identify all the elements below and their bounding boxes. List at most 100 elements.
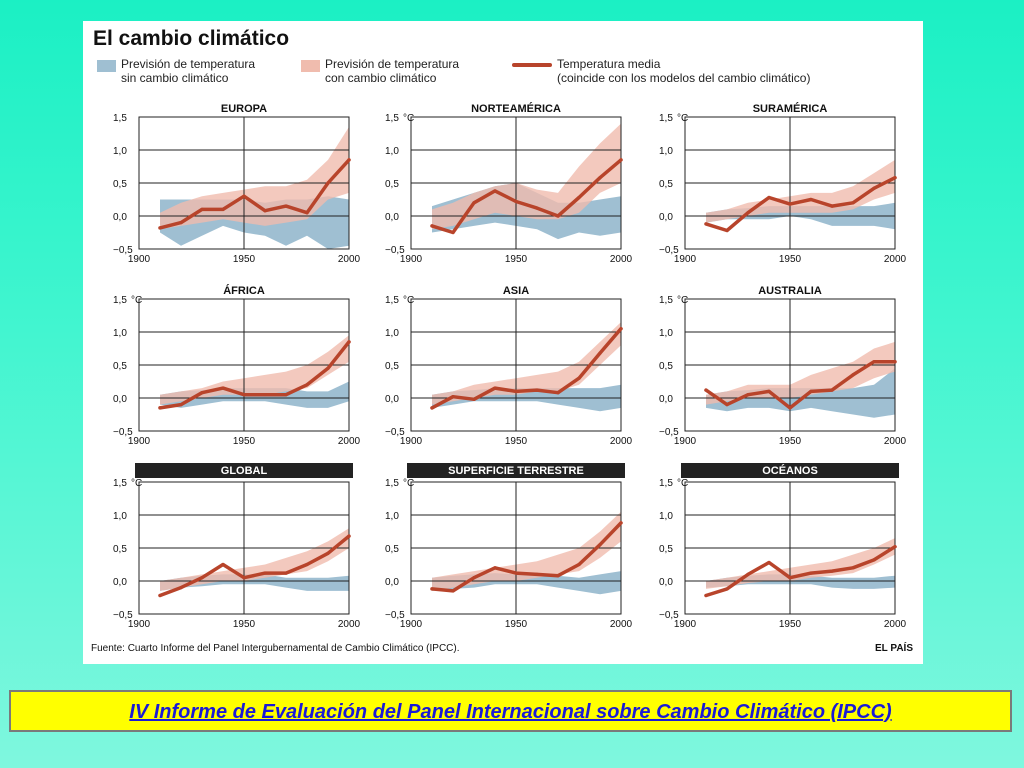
legend-swatch-line — [512, 63, 552, 67]
data-point — [872, 360, 876, 364]
y-tick-label: 0,5 — [385, 544, 399, 555]
series-line-mean — [704, 359, 897, 410]
x-tick-label: 2000 — [338, 619, 361, 630]
source-note: Fuente: Cuarto Informe del Panel Intergu… — [91, 643, 460, 654]
x-tick-label: 2000 — [884, 436, 907, 447]
x-tick-label: 1900 — [674, 619, 697, 630]
x-tick-label: 1950 — [779, 436, 802, 447]
data-point — [893, 176, 897, 180]
y-tick-label: 1,5 — [659, 295, 673, 306]
y-tick-label: −0,5 — [659, 245, 679, 256]
data-point — [221, 386, 225, 390]
data-point — [577, 376, 581, 380]
data-point — [451, 589, 455, 593]
x-tick-label: 1900 — [400, 619, 423, 630]
y-tick-label: 0,0 — [659, 394, 673, 405]
legend-item-with-change: Previsión de temperatura con cambio clim… — [301, 57, 501, 87]
data-point — [451, 395, 455, 399]
plot-frame — [138, 481, 350, 615]
x-tick-label: 1900 — [674, 436, 697, 447]
y-tick-label: 0,5 — [113, 544, 127, 555]
data-point — [893, 360, 897, 364]
plot-frame — [410, 481, 622, 615]
series-line-mean — [430, 521, 623, 593]
series-line-mean — [158, 158, 351, 230]
data-point — [514, 389, 518, 393]
data-point — [493, 386, 497, 390]
series-line-mean — [704, 544, 897, 598]
unit-label: °C — [403, 295, 414, 306]
chart-suramerica: SURAMÉRICA 1,5 1,0 0,5 0,0 −0,5 °C 1900 1950 2000 — [659, 102, 907, 265]
series-line-mean — [158, 534, 351, 598]
figure-title: El cambio climático — [93, 27, 290, 50]
y-tick-label: 1,0 — [113, 146, 127, 157]
legend-text-mean-1: Temperatura media — [557, 57, 661, 71]
chart-title: AUSTRALIA — [758, 285, 822, 297]
data-point — [830, 388, 834, 392]
unit-label: °C — [677, 113, 688, 124]
data-point — [598, 351, 602, 355]
y-tick-label: 0,0 — [659, 577, 673, 588]
y-tick-label: 1,0 — [113, 328, 127, 339]
data-point — [347, 534, 351, 538]
data-point — [725, 403, 729, 407]
x-tick-label: 2000 — [884, 254, 907, 265]
data-point — [472, 397, 476, 401]
caption-link[interactable]: IV Informe de Evaluación del Panel Inter… — [129, 701, 892, 723]
data-point — [746, 393, 750, 397]
data-point — [872, 558, 876, 562]
data-point — [767, 389, 771, 393]
y-tick-label: 0,0 — [385, 212, 399, 223]
y-tick-label: 0,0 — [385, 394, 399, 405]
y-tick-label: 1,0 — [659, 511, 673, 522]
climate-figure: El cambio climático Previsión de tempera… — [83, 21, 923, 664]
x-tick-label: 2000 — [610, 436, 633, 447]
data-point — [809, 197, 813, 202]
chart-title-banner — [681, 463, 899, 478]
data-point — [556, 214, 560, 218]
chart-title: OCÉANOS — [762, 464, 818, 477]
data-point — [472, 576, 476, 580]
data-point — [305, 562, 309, 567]
data-point — [788, 576, 792, 580]
data-point — [158, 593, 162, 598]
x-tick-label: 1950 — [505, 436, 528, 447]
data-point — [263, 571, 267, 575]
x-tick-label: 2000 — [884, 619, 907, 630]
unit-label: °C — [131, 295, 142, 306]
chart-norteamerica: NORTEAMÉRICA 1,5 1,0 0,5 0,0 −0,5 °C 1900 1950 20… — [385, 102, 633, 265]
y-tick-label: 0,0 — [385, 577, 399, 588]
data-point — [493, 566, 497, 570]
y-tick-label: 0,0 — [113, 394, 127, 405]
data-point — [200, 391, 204, 395]
data-point — [221, 207, 225, 211]
brand-label: EL PAÍS — [875, 643, 913, 654]
y-tick-label: 1,5 — [385, 478, 399, 489]
data-point — [242, 194, 246, 198]
chart-title: SUPERFICIE TERRESTRE — [448, 465, 584, 477]
x-tick-label: 1950 — [233, 436, 256, 447]
data-point — [830, 204, 834, 208]
data-point — [704, 222, 708, 226]
chart-title: GLOBAL — [221, 465, 268, 477]
data-point — [619, 521, 623, 525]
data-point — [179, 221, 183, 225]
data-point — [326, 551, 330, 555]
data-point — [263, 393, 267, 397]
legend-swatch-pink — [301, 60, 320, 72]
data-point — [242, 393, 246, 397]
y-tick-label: −0,5 — [113, 245, 133, 256]
x-tick-label: 2000 — [338, 254, 361, 265]
legend-text-mean-2: (coincide con los modelos del cambio cli… — [557, 71, 811, 85]
y-tick-label: 1,5 — [113, 295, 127, 306]
y-tick-label: 1,0 — [385, 146, 399, 157]
x-tick-label: 1950 — [779, 254, 802, 265]
x-tick-label: 2000 — [610, 254, 633, 265]
data-point — [598, 176, 602, 180]
data-point — [704, 593, 708, 598]
data-point — [284, 204, 288, 208]
data-point — [451, 230, 455, 235]
y-tick-label: 0,0 — [113, 212, 127, 223]
